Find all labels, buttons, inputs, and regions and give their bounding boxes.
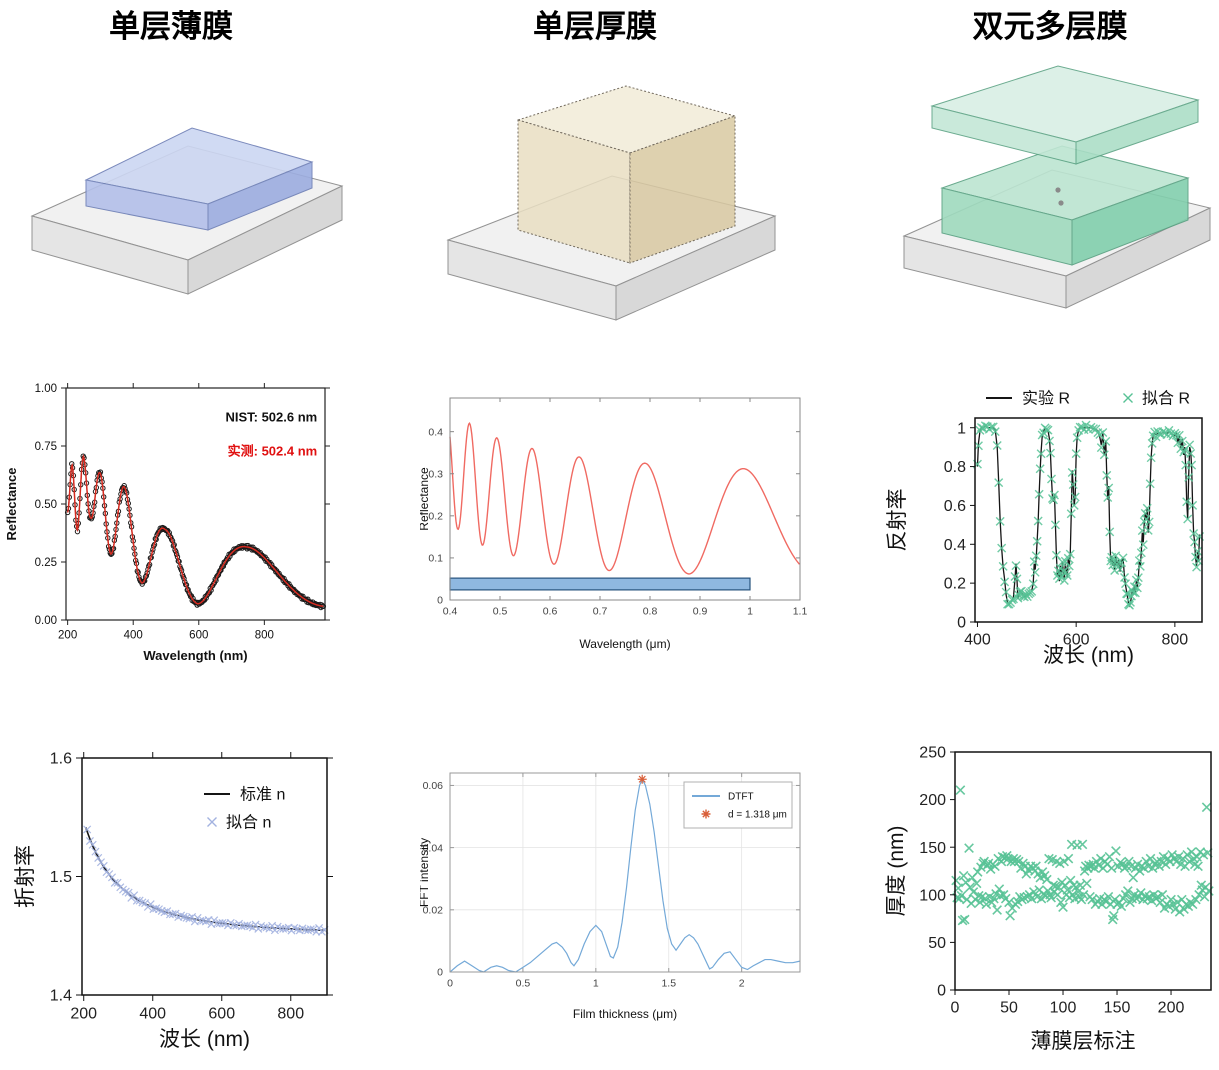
svg-text:波长 (nm): 波长 (nm) [1043,644,1134,667]
layer-thickness-chart: 0 50 100 150 200 0 50 100 150 200 250 薄膜层标注 厚度 (nm) [885,745,1214,1053]
multilayer-diagram [902,65,1212,309]
blue-film-slab [84,127,314,231]
svg-text:0.4: 0.4 [428,426,443,438]
svg-text:0: 0 [437,595,443,607]
svg-text:600: 600 [208,1005,235,1022]
svg-text:0: 0 [957,615,966,632]
svg-text:Film thickness (μm): Film thickness (μm) [573,1007,677,1021]
svg-text:0.00: 0.00 [35,615,57,627]
svg-text:1.4: 1.4 [50,988,72,1005]
svg-text:1.6: 1.6 [50,751,72,768]
svg-text:0.4: 0.4 [443,605,458,617]
svg-text:反射率: 反射率 [886,489,909,552]
svg-text:0.2: 0.2 [944,576,966,593]
svg-text:0.8: 0.8 [944,459,966,476]
svg-text:0: 0 [951,999,960,1016]
column-title-multilayer: 双元多层膜 [972,9,1128,44]
svg-text:1: 1 [957,420,966,437]
svg-text:0.7: 0.7 [593,605,608,617]
svg-text:50: 50 [928,935,946,952]
svg-text:2: 2 [739,977,745,989]
svg-text:400: 400 [139,1005,166,1022]
svg-text:薄膜层标注: 薄膜层标注 [1031,1030,1136,1053]
svg-text:d = 1.318 μm: d = 1.318 μm [728,810,787,821]
svg-text:800: 800 [277,1005,304,1022]
svg-text:0.3: 0.3 [428,468,443,480]
thick-film-diagram [446,85,777,321]
svg-text:0.8: 0.8 [643,605,658,617]
svg-text:0: 0 [447,977,453,989]
multilayer-reflectance-chart: 400 600 800 0 0.2 0.4 0.6 0.8 1 波长 (nm) 反射率 实验 R 拟合 … [886,390,1205,667]
svg-text:实测: 502.4 nm: 实测: 502.4 nm [228,443,318,458]
svg-text:400: 400 [964,631,991,648]
layer-ellipsis-dots [1055,187,1064,206]
fft-intensity-chart: 0 0.5 1 1.5 2 0 0.02 0.04 0.06 Film thickness (μm… [420,772,801,1021]
svg-text:0.1: 0.1 [428,553,443,565]
svg-text:200: 200 [919,792,946,809]
svg-text:200: 200 [58,629,77,641]
svg-text:0.5: 0.5 [493,605,508,617]
thick-film-reflectance-chart: 0.4 0.5 0.6 0.7 0.8 0.9 1 1.1 0 0.1 0.2 0.3 0.4 Wavel… [420,397,808,651]
svg-text:0.04: 0.04 [423,842,444,854]
svg-text:0: 0 [937,983,946,1000]
svg-text:Reflectance: Reflectance [420,467,431,531]
svg-text:0.50: 0.50 [35,499,57,511]
column-title-thin-film: 单层薄膜 [109,9,233,44]
svg-text:0.5: 0.5 [516,977,531,989]
svg-text:Wavelength (μm): Wavelength (μm) [579,637,670,651]
svg-text:标准 n: 标准 n [240,786,285,804]
svg-text:100: 100 [919,887,946,904]
column-title-thick-film: 单层厚膜 [533,9,657,44]
svg-text:FFT intensity: FFT intensity [420,838,431,907]
svg-text:0: 0 [437,967,443,979]
svg-text:Wavelength (nm): Wavelength (nm) [143,648,247,663]
svg-text:0.75: 0.75 [35,441,57,453]
svg-text:0.6: 0.6 [543,605,558,617]
svg-text:折射率: 折射率 [14,845,37,908]
green-layer-top [930,65,1200,165]
tan-thick-film-box [516,85,737,264]
svg-text:实验 R: 实验 R [1022,390,1070,408]
svg-text:150: 150 [919,840,946,857]
svg-text:0.6: 0.6 [944,498,966,515]
svg-text:0.2: 0.2 [428,511,443,523]
svg-text:1: 1 [747,605,753,617]
thin-film-diagram [30,127,344,295]
svg-text:800: 800 [255,629,274,641]
svg-text:1: 1 [593,977,599,989]
svg-text:400: 400 [124,629,143,641]
svg-text:600: 600 [1063,631,1090,648]
svg-text:拟合 R: 拟合 R [1142,390,1190,408]
svg-text:50: 50 [1000,999,1018,1016]
svg-text:800: 800 [1162,631,1189,648]
svg-text:150: 150 [1104,999,1131,1016]
svg-text:600: 600 [189,629,208,641]
refractive-index-chart: 200 400 600 800 1.4 1.5 1.6 波长 (nm) 折射率 标准 n 拟合 n [14,751,333,1051]
svg-text:0.06: 0.06 [423,780,444,792]
svg-text:0.25: 0.25 [35,557,57,569]
thin-film-reflectance-chart: 200 400 600 800 0.00 0.25 0.50 0.75 1.00 Waveleng… [4,383,330,663]
svg-text:0.4: 0.4 [944,537,966,554]
svg-text:200: 200 [70,1005,97,1022]
svg-text:拟合 n: 拟合 n [226,814,271,832]
svg-text:200: 200 [1158,999,1185,1016]
svg-text:DTFT: DTFT [728,792,754,803]
svg-text:厚度 (nm): 厚度 (nm) [885,826,908,917]
svg-text:100: 100 [1050,999,1077,1016]
svg-text:1.00: 1.00 [35,383,57,395]
svg-text:0.9: 0.9 [693,605,708,617]
svg-text:250: 250 [919,745,946,762]
green-layer-bottom [940,145,1190,266]
svg-text:1.1: 1.1 [793,605,808,617]
svg-text:1.5: 1.5 [50,869,72,886]
svg-text:1.5: 1.5 [661,977,676,989]
svg-text:Reflectance: Reflectance [4,468,19,541]
svg-text:NIST: 502.6 nm: NIST: 502.6 nm [225,410,317,425]
svg-text:0.02: 0.02 [423,904,444,916]
svg-text:波长 (nm): 波长 (nm) [159,1028,250,1051]
